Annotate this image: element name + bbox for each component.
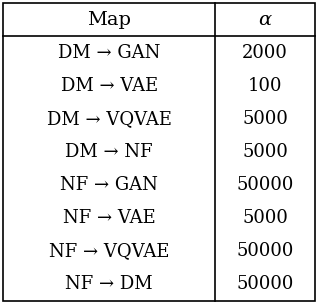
Text: 50000: 50000 bbox=[236, 275, 294, 293]
Text: 100: 100 bbox=[248, 77, 282, 95]
Text: NF → GAN: NF → GAN bbox=[60, 176, 158, 194]
Text: 5000: 5000 bbox=[242, 143, 288, 161]
Text: DM → GAN: DM → GAN bbox=[58, 44, 160, 62]
Text: DM → VAE: DM → VAE bbox=[60, 77, 158, 95]
Text: 5000: 5000 bbox=[242, 110, 288, 128]
Text: NF → VQVAE: NF → VQVAE bbox=[49, 242, 169, 260]
Text: Map: Map bbox=[87, 11, 131, 29]
Text: DM → NF: DM → NF bbox=[65, 143, 153, 161]
Text: NF → VAE: NF → VAE bbox=[63, 209, 156, 227]
Text: 50000: 50000 bbox=[236, 242, 294, 260]
Text: NF → DM: NF → DM bbox=[65, 275, 153, 293]
Text: DM → VQVAE: DM → VQVAE bbox=[47, 110, 172, 128]
Text: 50000: 50000 bbox=[236, 176, 294, 194]
Text: 5000: 5000 bbox=[242, 209, 288, 227]
Text: α: α bbox=[259, 11, 272, 29]
Text: 2000: 2000 bbox=[242, 44, 288, 62]
